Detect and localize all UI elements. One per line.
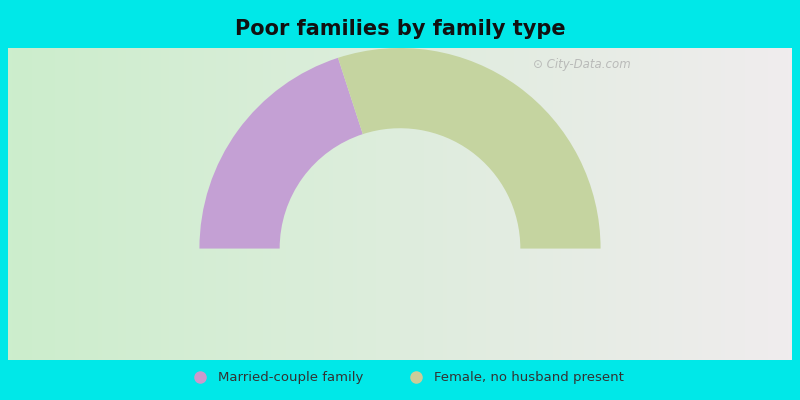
Text: Female, no husband present: Female, no husband present xyxy=(434,371,623,384)
Text: Married-couple family: Married-couple family xyxy=(218,371,363,384)
Wedge shape xyxy=(338,48,601,248)
Text: Poor families by family type: Poor families by family type xyxy=(234,18,566,39)
Wedge shape xyxy=(199,58,363,248)
Text: ⊙ City-Data.com: ⊙ City-Data.com xyxy=(533,58,630,71)
